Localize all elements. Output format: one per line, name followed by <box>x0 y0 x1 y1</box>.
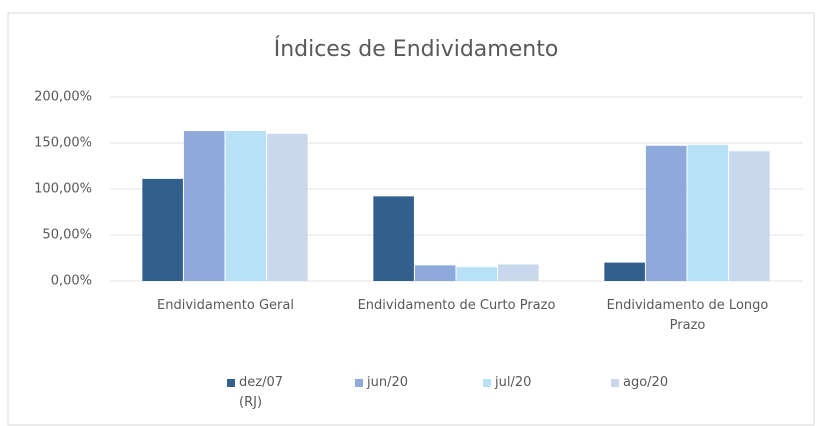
legend-swatch <box>483 379 491 387</box>
legend-label: ago/20 <box>623 375 669 390</box>
y-tick-label: 0,00% <box>51 274 92 289</box>
y-tick-label: 100,00% <box>34 182 92 197</box>
bar <box>267 133 308 281</box>
bar <box>225 131 267 281</box>
legend-item: jul/20 <box>483 373 553 393</box>
bar <box>498 264 539 281</box>
legend-label: dez/07 (RJ) <box>239 375 283 410</box>
bar <box>142 178 183 281</box>
bar <box>645 145 687 281</box>
chart-title: Índices de Endividamento <box>274 36 559 62</box>
legend-swatch <box>611 379 619 387</box>
y-tick-label: 200,00% <box>34 90 92 105</box>
bar <box>183 131 225 281</box>
chart-frame <box>7 12 815 426</box>
y-tick-label: 50,00% <box>42 228 92 243</box>
legend-label: jun/20 <box>367 375 409 390</box>
legend-item: jun/20 <box>355 373 425 393</box>
x-tick-label: Endividamento Geral <box>157 298 294 313</box>
bar <box>373 196 414 281</box>
bar <box>687 144 729 281</box>
bar <box>414 265 456 281</box>
y-tick-label: 150,00% <box>34 136 92 151</box>
legend-item: dez/07 (RJ) <box>227 373 297 413</box>
legend-swatch <box>355 379 363 387</box>
x-tick-label: Endividamento de Longo Prazo <box>606 298 769 333</box>
bar <box>456 267 498 281</box>
x-tick-label: Endividamento de Curto Prazo <box>357 298 556 313</box>
legend-item: ago/20 <box>611 373 681 393</box>
legend-swatch <box>227 379 235 387</box>
legend-label: jul/20 <box>495 375 532 390</box>
bar <box>729 151 770 281</box>
bar <box>604 262 645 281</box>
